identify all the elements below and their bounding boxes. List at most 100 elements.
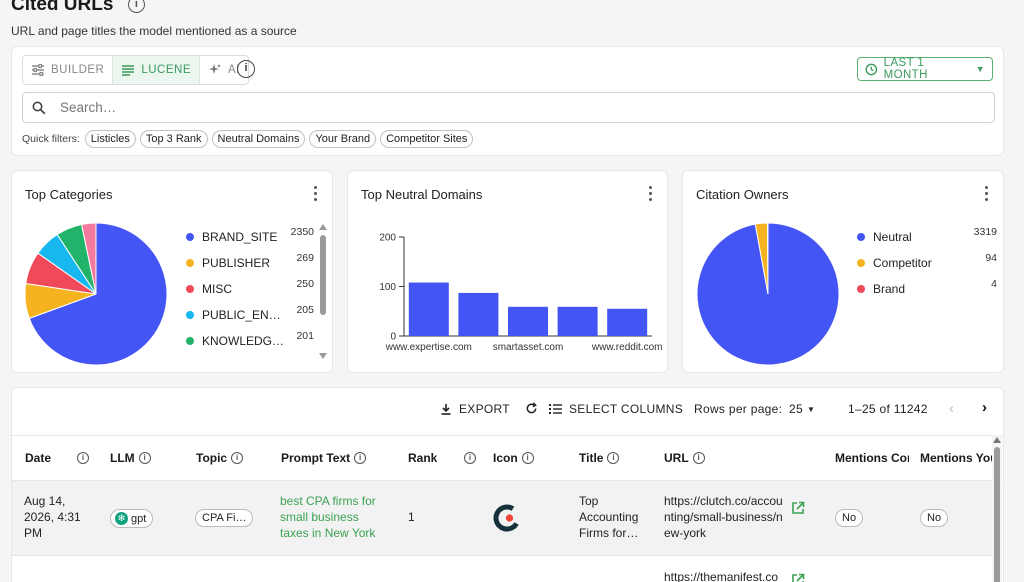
more-options-icon[interactable] bbox=[985, 186, 989, 204]
info-icon[interactable]: i bbox=[354, 452, 367, 464]
export-button[interactable]: EXPORT bbox=[440, 402, 510, 416]
info-icon[interactable]: i bbox=[607, 452, 620, 464]
page-title: Cited URLs bbox=[11, 0, 114, 15]
table-row[interactable]: Aug 14, 2026, 4:31 PM ✻ gpt CPA Fi… best… bbox=[12, 481, 993, 556]
column-header-mentions-competitor[interactable]: Mentions Cor bbox=[835, 451, 909, 465]
column-header-icon[interactable]: Icon i bbox=[493, 451, 534, 465]
legend-label: MISC bbox=[202, 282, 232, 296]
legend-item: PUBLISHER bbox=[186, 250, 284, 276]
date-cell: Aug 14, 2026, 4:31 PM bbox=[24, 494, 81, 540]
select-columns-button[interactable]: SELECT COLUMNS bbox=[549, 402, 683, 416]
quick-filter-neutral-domains[interactable]: Neutral Domains bbox=[211, 130, 306, 148]
legend-item: Brand bbox=[857, 276, 932, 302]
ai-mode-button[interactable]: AI bbox=[200, 56, 248, 84]
info-icon[interactable]: i bbox=[521, 452, 534, 464]
export-label: EXPORT bbox=[459, 402, 510, 416]
categories-legend: BRAND_SITE PUBLISHER MISC PUBLIC_EN… KNO… bbox=[186, 224, 284, 354]
bar[interactable] bbox=[607, 308, 648, 336]
quick-filter-competitor-sites[interactable]: Competitor Sites bbox=[380, 130, 474, 148]
scrollbar-thumb[interactable] bbox=[994, 447, 1000, 582]
openai-icon: ✻ bbox=[115, 512, 128, 525]
pagination-range: 1–25 of 11242 bbox=[848, 402, 928, 416]
column-header-url[interactable]: URL i bbox=[664, 451, 705, 465]
info-icon[interactable]: i bbox=[231, 452, 244, 464]
bar[interactable] bbox=[557, 306, 598, 336]
y-tick-label: 100 bbox=[379, 282, 396, 293]
scrollbar-thumb[interactable] bbox=[320, 235, 326, 315]
previous-page-icon[interactable]: ‹ bbox=[949, 400, 954, 417]
sliders-icon bbox=[32, 63, 44, 77]
llm-label: gpt bbox=[131, 512, 147, 525]
legend-item: BRAND_SITE bbox=[186, 224, 284, 250]
pie-slice[interactable] bbox=[81, 222, 97, 295]
info-icon[interactable]: i bbox=[77, 452, 89, 464]
column-header-title[interactable]: Title i bbox=[579, 451, 620, 465]
scroll-down-icon[interactable] bbox=[319, 353, 327, 359]
bar[interactable] bbox=[508, 306, 548, 336]
lucene-mode-button[interactable]: LUCENE bbox=[113, 56, 201, 84]
domains-bar-chart: 0 100 200 www.expertise.com smartasset.com ww… bbox=[379, 233, 662, 354]
bar[interactable] bbox=[458, 292, 499, 336]
quick-filter-listicles[interactable]: Listicles bbox=[84, 130, 136, 148]
table-scrollbar[interactable] bbox=[992, 435, 1002, 582]
quick-filter-top-3-rank[interactable]: Top 3 Rank bbox=[139, 130, 208, 148]
query-info-icon[interactable]: i bbox=[237, 60, 255, 78]
citation-owners-widget: Citation Owners Neutral Competitor Brand… bbox=[682, 170, 1004, 373]
title-cell: Top Accounting Firms for… bbox=[579, 494, 639, 540]
legend-label: Brand bbox=[873, 282, 906, 296]
owners-legend: Neutral Competitor Brand bbox=[857, 224, 932, 302]
column-header-date[interactable]: Date bbox=[25, 451, 51, 465]
column-label: Icon bbox=[493, 451, 518, 465]
rows-per-page-select[interactable]: 25 ▼ bbox=[789, 402, 815, 416]
quick-filter-your-brand[interactable]: Your Brand bbox=[309, 130, 377, 148]
url-cell: https://clutch.co/accounting/small-busin… bbox=[664, 494, 783, 540]
info-icon[interactable]: i bbox=[692, 452, 705, 464]
info-icon[interactable]: i bbox=[464, 452, 476, 464]
info-icon[interactable]: i bbox=[127, 0, 145, 14]
legend-value: 269 bbox=[296, 252, 314, 264]
legend-label: PUBLISHER bbox=[202, 256, 271, 270]
column-header-prompt-text[interactable]: Prompt Text i bbox=[281, 451, 367, 465]
legend-label: KNOWLEDG… bbox=[202, 334, 285, 348]
column-header-rank[interactable]: Rank bbox=[408, 451, 437, 465]
pie-slice[interactable] bbox=[28, 222, 168, 366]
pie-slice[interactable] bbox=[766, 222, 769, 295]
builder-mode-button[interactable]: BUILDER bbox=[23, 56, 114, 84]
column-header-topic[interactable]: Topic i bbox=[196, 451, 244, 465]
external-link-icon[interactable] bbox=[791, 501, 805, 515]
column-header-mentions-you[interactable]: Mentions You bbox=[920, 451, 994, 465]
chevron-down-icon: ▼ bbox=[975, 64, 985, 74]
more-options-icon[interactable] bbox=[649, 186, 653, 204]
table-header: Date i LLM i Topic i Prompt Text i Rank i I… bbox=[12, 435, 1003, 481]
quick-filters: Quick filters: Listicles Top 3 Rank Neut… bbox=[22, 130, 474, 148]
legend-value: 3319 bbox=[973, 226, 997, 238]
column-label: Date bbox=[25, 451, 52, 465]
table-row[interactable]: https://themanifest.co bbox=[12, 557, 993, 582]
bar[interactable] bbox=[408, 282, 449, 336]
column-header-llm[interactable]: LLM i bbox=[110, 451, 151, 465]
date-range-dropdown[interactable]: LAST 1 MONTH ▼ bbox=[857, 57, 993, 81]
clock-icon bbox=[865, 63, 878, 75]
legend-scrollbar[interactable] bbox=[319, 224, 329, 359]
scroll-up-icon[interactable] bbox=[319, 224, 327, 230]
next-page-icon[interactable]: › bbox=[982, 399, 987, 416]
x-tick-label: smartasset.com bbox=[493, 342, 564, 353]
more-options-icon[interactable] bbox=[314, 186, 318, 204]
external-link-icon[interactable] bbox=[791, 573, 805, 582]
scroll-up-icon[interactable] bbox=[993, 437, 1001, 443]
search-field[interactable] bbox=[22, 92, 995, 123]
refresh-button[interactable] bbox=[525, 402, 538, 415]
legend-value: 4 bbox=[991, 278, 997, 290]
legend-item: PUBLIC_EN… bbox=[186, 302, 284, 328]
rows-per-page-value: 25 bbox=[789, 402, 803, 416]
download-icon bbox=[441, 404, 451, 415]
search-input[interactable] bbox=[60, 100, 960, 115]
page-subtitle: URL and page titles the model mentioned … bbox=[11, 24, 297, 38]
query-panel: BUILDER LUCENE AI i LAST 1 MONTH ▼ Quick… bbox=[11, 46, 1004, 156]
lines-icon bbox=[122, 65, 135, 76]
legend-item: MISC bbox=[186, 276, 284, 302]
cited-urls-table: EXPORT SELECT COLUMNS Rows per page: 25 … bbox=[11, 387, 1004, 582]
info-icon[interactable]: i bbox=[138, 452, 151, 464]
prompt-text-cell[interactable]: best CPA firms for small business taxes … bbox=[280, 494, 376, 540]
topic-chip: CPA Fi… bbox=[195, 509, 254, 527]
